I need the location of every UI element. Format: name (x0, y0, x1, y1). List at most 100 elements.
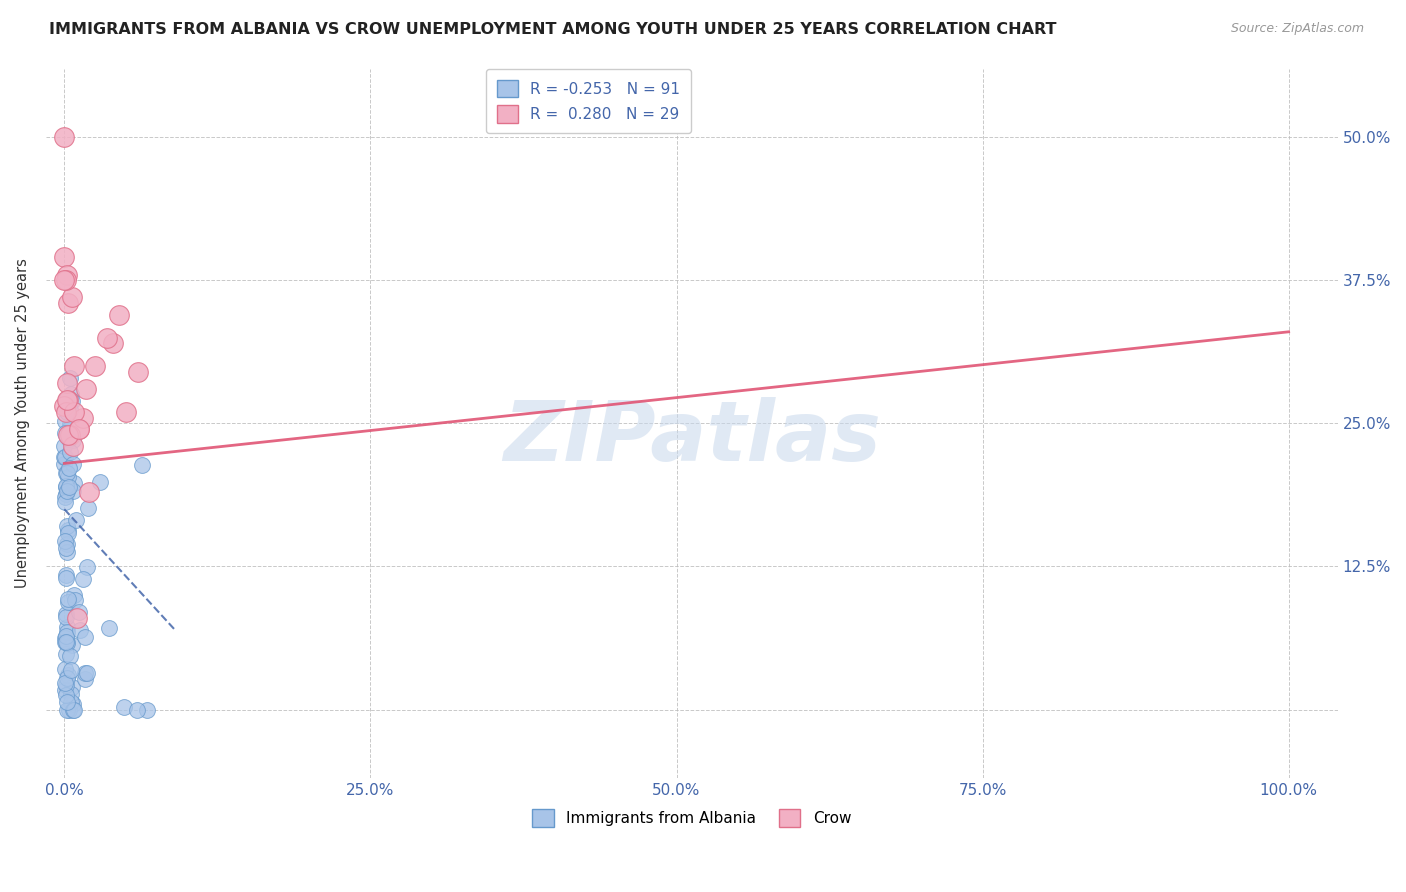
Point (108, 308, 131, 322)
Point (75, 673, 97, 687)
Point (53, 425, 76, 440)
Point (72, 410, 94, 425)
Point (55, 567, 77, 582)
Text: IMMIGRANTS FROM ALBANIA VS CROW UNEMPLOYMENT AMONG YOUTH UNDER 25 YEARS CORRELAT: IMMIGRANTS FROM ALBANIA VS CROW UNEMPLOY… (49, 22, 1057, 37)
Point (127, 365, 149, 379)
Point (56, 296, 79, 310)
Point (56, 427, 79, 442)
Point (53, 635, 76, 649)
Point (62, 484, 84, 499)
Point (56, 376, 79, 391)
Point (53, 632, 76, 646)
Point (76, 666, 98, 681)
Point (60, 664, 83, 678)
Point (55, 479, 77, 493)
Point (56, 469, 79, 483)
Point (65, 513, 87, 527)
Point (72, 573, 94, 587)
Point (55, 688, 77, 702)
Point (55, 405, 77, 419)
Text: ZIPatlas: ZIPatlas (503, 397, 880, 478)
Point (60, 387, 83, 401)
Point (53, 439, 76, 453)
Point (89, 475, 111, 489)
Point (62, 439, 84, 453)
Point (56, 702, 79, 716)
Point (55, 392, 77, 407)
Point (114, 405, 136, 419)
Text: Source: ZipAtlas.com: Source: ZipAtlas.com (1230, 22, 1364, 36)
Point (56, 483, 79, 498)
Point (77, 485, 100, 500)
Point (59, 444, 82, 458)
Point (55, 647, 77, 661)
Point (56, 635, 79, 649)
Point (136, 702, 159, 716)
Point (59, 427, 82, 442)
Point (55, 466, 77, 480)
Point (62, 457, 84, 471)
Point (53, 450, 76, 465)
Point (55, 635, 77, 649)
Point (67, 606, 90, 620)
Point (53, 251, 76, 265)
Point (53, 414, 76, 428)
Point (53, 495, 76, 509)
Point (55, 487, 77, 501)
Point (65, 611, 87, 625)
Point (58, 422, 80, 436)
Point (73, 666, 96, 681)
Point (62, 394, 84, 409)
Point (58, 479, 80, 493)
Point (60, 290, 83, 304)
Point (112, 700, 135, 714)
Point (67, 422, 90, 436)
Point (58, 433, 80, 447)
Point (63, 405, 86, 419)
Point (53, 675, 76, 690)
Point (55, 541, 77, 555)
Point (131, 458, 153, 472)
Point (127, 702, 149, 716)
Point (53, 450, 76, 464)
Point (69, 624, 91, 638)
Point (60, 680, 83, 694)
Point (62, 697, 84, 711)
Point (56, 537, 79, 551)
Point (58, 523, 80, 537)
Point (56, 591, 79, 606)
Point (56, 695, 79, 709)
Point (56, 595, 79, 609)
Point (56, 518, 79, 533)
Point (75, 631, 97, 645)
Point (53, 682, 76, 697)
Point (56, 393, 79, 408)
Point (56, 636, 79, 650)
Point (53, 490, 76, 504)
Point (60, 695, 83, 709)
Point (58, 702, 80, 716)
Point (56, 466, 79, 480)
Point (55, 480, 77, 494)
Point (55, 273, 77, 287)
Point (58, 461, 80, 475)
Point (65, 592, 87, 607)
Point (67, 422, 90, 436)
Point (58, 525, 80, 540)
Point (55, 607, 77, 622)
Point (56, 667, 79, 681)
Point (56, 545, 79, 559)
Point (56, 624, 79, 639)
Point (55, 678, 77, 692)
Point (53, 457, 76, 471)
Y-axis label: Unemployment Among Youth under 25 years: Unemployment Among Youth under 25 years (15, 259, 30, 589)
Point (98, 621, 121, 635)
Point (76, 500, 98, 515)
Point (103, 336, 125, 351)
Point (56, 268, 79, 282)
Point (75, 382, 97, 396)
Point (55, 571, 77, 585)
Point (58, 648, 80, 663)
Point (76, 560, 98, 574)
Point (55, 620, 77, 634)
